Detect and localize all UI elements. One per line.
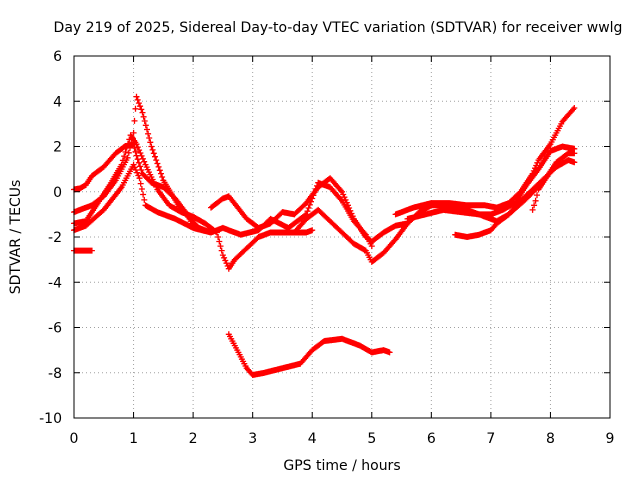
x-tick-label: 7: [486, 431, 495, 447]
series-arc-6: [208, 175, 423, 245]
x-tick-label: 3: [248, 431, 257, 447]
x-tick-label: 4: [308, 431, 317, 447]
x-tick-label: 8: [546, 431, 555, 447]
axis-ticks: 0 1 2 3 4 5 6 7 8 9 -10 -8 -6 -4 -2 0 2 4 6: [39, 49, 614, 447]
series-arc-9: [404, 143, 578, 222]
x-tick-label: 9: [606, 431, 615, 447]
y-tick-label: 2: [53, 140, 62, 156]
y-axis-label: SDTVAR / TECUs: [8, 180, 24, 295]
x-axis-label: GPS time / hours: [283, 458, 400, 474]
x-tick-label: 1: [129, 431, 138, 447]
data-points-arc-11: [529, 177, 548, 213]
series-arc-11: [529, 177, 548, 213]
series-arc-1: [71, 247, 95, 254]
y-tick-label: 4: [53, 94, 62, 110]
data-points-arc-12: [225, 331, 393, 378]
y-tick-label: -2: [48, 230, 62, 246]
y-tick-label: -6: [48, 321, 62, 337]
y-tick-label: -4: [48, 275, 62, 291]
x-tick-label: 6: [427, 431, 436, 447]
series-arc-10: [452, 157, 578, 240]
data-points-arc-8: [392, 105, 578, 218]
y-tick-label: 0: [53, 185, 62, 201]
data-layer: [71, 93, 578, 378]
y-tick-label: -8: [48, 366, 62, 382]
chart-title: Day 219 of 2025, Sidereal Day-to-day VTE…: [54, 20, 623, 36]
series-arc-8: [392, 105, 578, 218]
y-tick-label: -10: [39, 411, 62, 427]
data-points-arc-10: [452, 157, 578, 240]
x-tick-label: 2: [189, 431, 198, 447]
grid: [74, 56, 610, 418]
data-points-arc-9: [404, 143, 578, 222]
x-tick-label: 5: [367, 431, 376, 447]
x-tick-label: 0: [70, 431, 79, 447]
data-points-arc-1: [71, 247, 95, 254]
data-points-arc-6: [208, 175, 423, 245]
series-arc-12: [225, 331, 393, 378]
y-tick-label: 6: [53, 49, 62, 65]
